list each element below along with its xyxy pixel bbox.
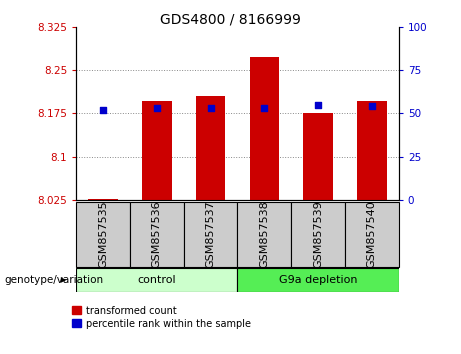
Bar xyxy=(76,268,237,292)
Text: GSM857535: GSM857535 xyxy=(98,201,108,268)
Point xyxy=(153,105,160,111)
Bar xyxy=(183,202,237,267)
Text: GSM857537: GSM857537 xyxy=(206,201,216,268)
Bar xyxy=(237,202,291,267)
Text: GDS4800 / 8166999: GDS4800 / 8166999 xyxy=(160,12,301,27)
Bar xyxy=(357,101,387,200)
Point xyxy=(260,105,268,111)
Text: genotype/variation: genotype/variation xyxy=(5,275,104,285)
Bar xyxy=(88,199,118,200)
Bar xyxy=(196,96,225,200)
Text: GSM857539: GSM857539 xyxy=(313,201,323,268)
Bar xyxy=(303,113,333,200)
Text: control: control xyxy=(137,275,176,285)
Text: GSM857536: GSM857536 xyxy=(152,201,162,268)
Bar xyxy=(291,202,345,267)
Point xyxy=(314,102,322,107)
Text: G9a depletion: G9a depletion xyxy=(279,275,357,285)
Text: GSM857538: GSM857538 xyxy=(259,201,269,268)
Point xyxy=(207,105,214,111)
Bar xyxy=(249,57,279,200)
Point xyxy=(368,103,376,109)
Bar xyxy=(130,202,183,267)
Bar xyxy=(142,101,171,200)
Bar xyxy=(237,268,399,292)
Point xyxy=(99,107,106,113)
Text: GSM857540: GSM857540 xyxy=(367,201,377,268)
Bar xyxy=(345,202,399,267)
Bar xyxy=(76,202,130,267)
Legend: transformed count, percentile rank within the sample: transformed count, percentile rank withi… xyxy=(72,306,251,329)
